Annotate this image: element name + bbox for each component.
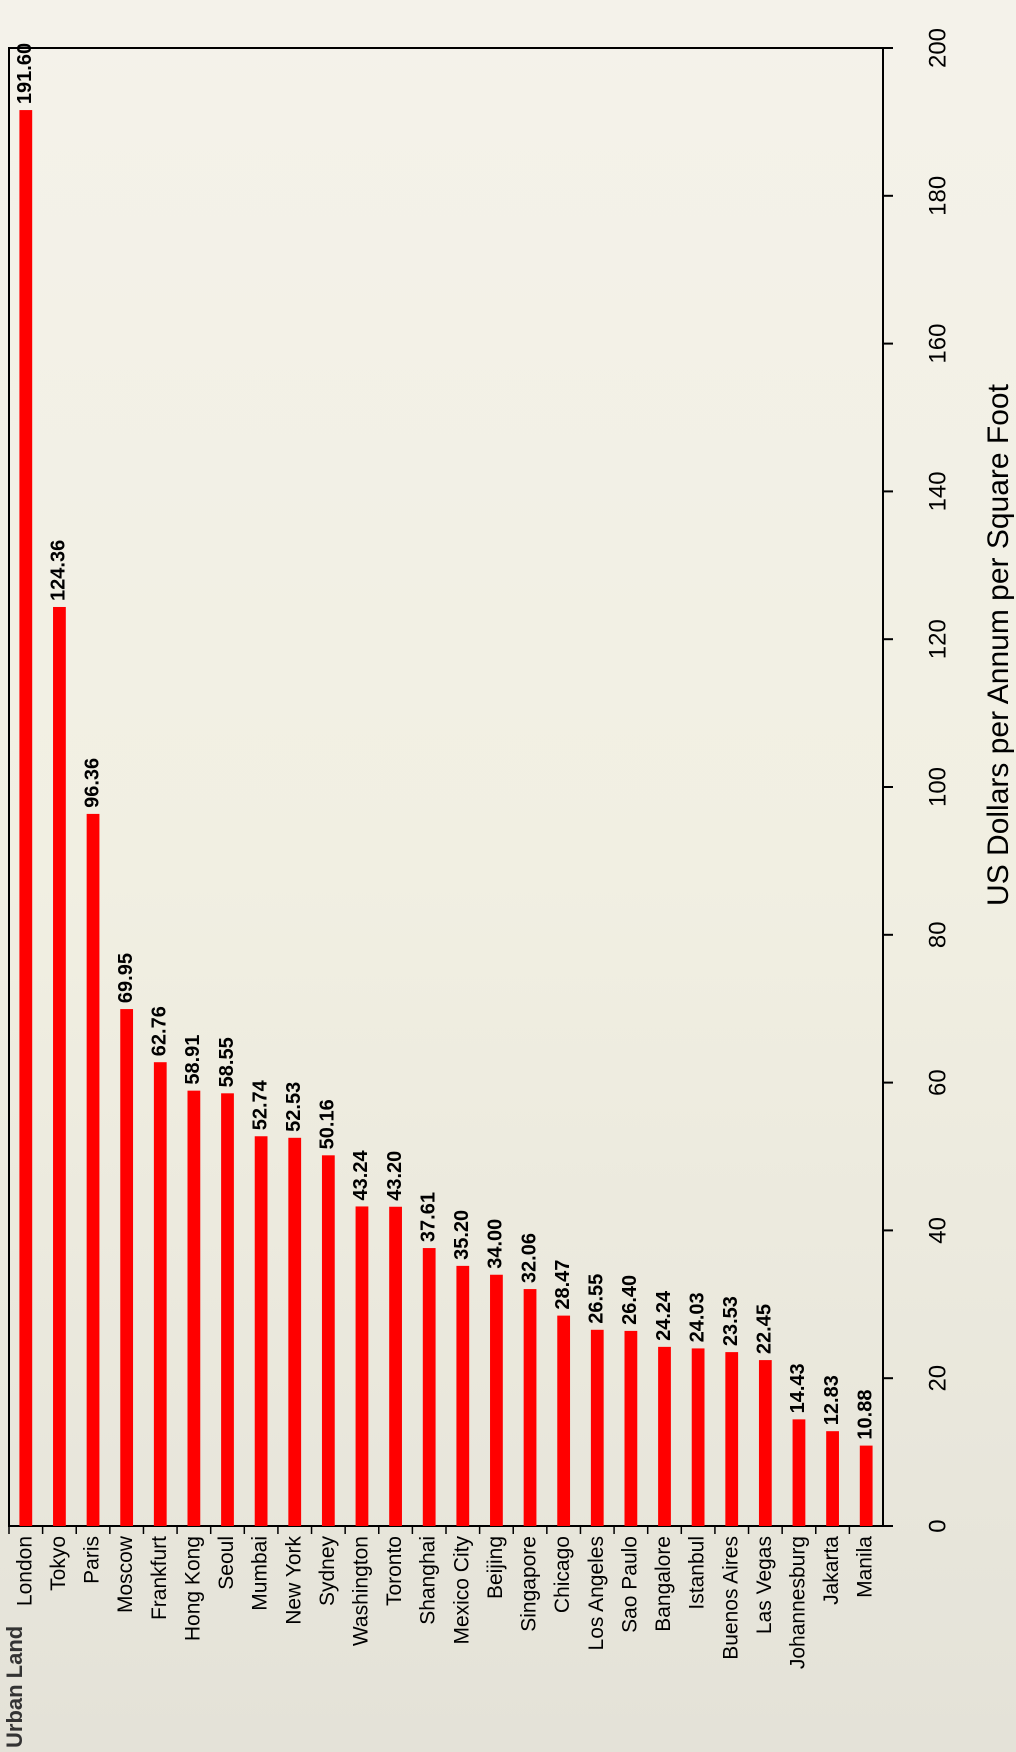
data-label: 26.40	[619, 1275, 641, 1325]
x-tick-label: Buenos Aires	[719, 1536, 742, 1660]
bar	[153, 1062, 167, 1526]
bar	[19, 110, 33, 1526]
data-label: 191.60	[14, 43, 36, 104]
x-tick-label: Tokyo	[47, 1536, 70, 1591]
data-label: 124.36	[48, 540, 70, 601]
y-tick-label: 60	[924, 1069, 951, 1096]
x-tick-label: Bangalore	[652, 1536, 675, 1632]
data-label: 22.45	[754, 1304, 776, 1354]
x-tick-label: Johannesburg	[787, 1536, 810, 1669]
x-tick-label: Singapore	[518, 1536, 541, 1632]
x-tick-label: New York	[282, 1536, 305, 1625]
data-label: 69.95	[115, 953, 137, 1003]
x-tick-label: Istanbul	[686, 1536, 709, 1610]
bar	[624, 1330, 638, 1526]
y-tick-label: 40	[924, 1217, 951, 1244]
data-label: 43.20	[384, 1151, 406, 1201]
data-label: 58.91	[182, 1035, 204, 1085]
data-label: 26.55	[586, 1274, 608, 1324]
data-label: 34.00	[485, 1219, 507, 1269]
data-label: 96.36	[81, 758, 103, 808]
bar	[523, 1289, 537, 1526]
bar	[557, 1315, 571, 1526]
bar	[53, 606, 66, 1526]
bar	[490, 1274, 503, 1526]
x-tick-label: London	[13, 1536, 36, 1606]
data-label: 52.53	[283, 1082, 305, 1132]
data-label: 58.55	[216, 1037, 238, 1087]
bar	[758, 1360, 772, 1526]
bar	[691, 1348, 705, 1526]
bar	[859, 1445, 873, 1526]
data-label: 37.61	[417, 1192, 439, 1242]
y-tick-label: 20	[924, 1365, 951, 1392]
y-tick-label: 80	[924, 921, 951, 948]
x-tick-label: Shanghai	[417, 1536, 440, 1625]
x-tick-label: Jakarta	[820, 1536, 843, 1605]
bar	[120, 1009, 134, 1526]
x-tick-label: Toronto	[383, 1536, 406, 1606]
x-tick-label: Sydney	[316, 1536, 339, 1607]
logo: Urban Land	[2, 1626, 27, 1748]
y-axis-title: US Dollars per Annum per Square Foot	[982, 383, 1015, 906]
x-tick-label: Los Angeles	[585, 1536, 608, 1650]
y-tick-label: 180	[924, 176, 951, 216]
bar	[590, 1329, 604, 1526]
y-tick-label: 140	[924, 471, 951, 511]
data-label: 14.43	[787, 1363, 809, 1413]
x-tick-label: Hong Kong	[181, 1536, 204, 1641]
bar	[422, 1248, 436, 1526]
y-tick-label: 160	[924, 324, 951, 364]
bar	[792, 1419, 806, 1526]
data-label: 24.03	[686, 1292, 708, 1342]
y-tick-label: 100	[924, 767, 951, 807]
y-tick-label: 0	[924, 1519, 951, 1532]
bar	[355, 1206, 369, 1526]
data-label: 35.20	[451, 1210, 473, 1260]
bar	[221, 1093, 234, 1526]
x-tick-label: Frankfurt	[148, 1536, 171, 1620]
x-tick-label: Beijing	[484, 1536, 507, 1599]
bar	[321, 1155, 335, 1526]
data-label: 10.88	[854, 1390, 876, 1440]
bar	[288, 1137, 302, 1526]
data-label: 52.74	[249, 1079, 271, 1130]
y-tick-label: 120	[924, 619, 951, 659]
x-tick-label: Manila	[854, 1536, 877, 1598]
y-tick-label: 200	[924, 28, 951, 68]
bar	[254, 1136, 268, 1526]
bar	[187, 1090, 201, 1526]
data-label: 62.76	[149, 1006, 171, 1056]
x-tick-label: Washington	[350, 1536, 373, 1646]
data-label: 43.24	[350, 1150, 372, 1201]
data-label: 50.16	[317, 1099, 339, 1149]
x-tick-label: Paris	[81, 1536, 104, 1584]
bar	[456, 1265, 470, 1526]
x-tick-label: Seoul	[215, 1536, 238, 1590]
data-label: 12.83	[821, 1375, 843, 1425]
plot-frame	[8, 47, 884, 1527]
data-label: 24.24	[653, 1290, 675, 1341]
data-label: 23.53	[720, 1296, 742, 1346]
bar	[658, 1346, 671, 1526]
bar	[826, 1431, 839, 1526]
x-tick-label: Sao Paulo	[618, 1536, 641, 1633]
data-label: 28.47	[552, 1260, 574, 1310]
x-tick-label: Chicago	[551, 1536, 574, 1613]
x-tick-label: Las Vegas	[753, 1536, 776, 1634]
bar	[389, 1206, 402, 1526]
bar	[725, 1352, 739, 1526]
x-tick-label: Moscow	[114, 1535, 137, 1613]
data-label: 32.06	[518, 1233, 540, 1283]
bar	[86, 813, 100, 1526]
x-tick-label: Mumbai	[249, 1536, 272, 1611]
x-tick-label: Mexico City	[450, 1536, 473, 1645]
